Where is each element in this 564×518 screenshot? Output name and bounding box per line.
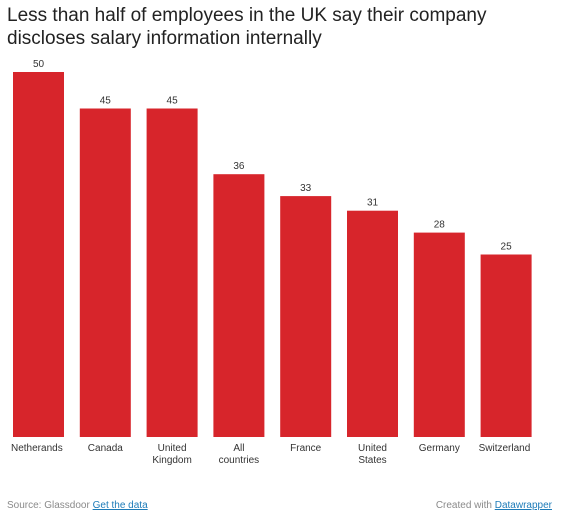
- category-label: All countries: [219, 443, 260, 466]
- value-label: 50: [33, 59, 45, 70]
- bar: [347, 210, 398, 437]
- value-label: 36: [233, 161, 245, 172]
- datawrapper-link[interactable]: Datawrapper: [494, 500, 552, 511]
- created-with: Created with Datawrapper: [436, 500, 552, 511]
- source-label: Source: Glassdoor: [7, 500, 90, 511]
- category-label: United Kingdom: [152, 443, 191, 466]
- bar: [413, 232, 465, 437]
- value-label: 45: [167, 96, 179, 107]
- value-labels-group: 50 45 45 36 33 31 28 25: [33, 59, 512, 253]
- bar: [480, 254, 532, 437]
- category-label: United States: [358, 443, 387, 466]
- bar: [213, 174, 265, 437]
- value-label: 31: [367, 198, 379, 209]
- chart-title: Less than half of employees in the UK sa…: [7, 5, 487, 49]
- category-label: Canada: [88, 443, 123, 454]
- value-label: 45: [100, 96, 112, 107]
- category-label: Germany: [419, 443, 460, 454]
- bars-group: [13, 72, 532, 437]
- category-labels-group: Netherands Canada United Kingdom All countrie…: [11, 443, 530, 466]
- bar: [280, 196, 332, 437]
- bar: [79, 108, 131, 437]
- bar: [13, 72, 64, 437]
- value-label: 28: [434, 220, 446, 231]
- created-label: Created with: [435, 500, 492, 511]
- get-data-link[interactable]: Get the data: [92, 500, 148, 511]
- category-label: Netherands: [11, 443, 63, 454]
- value-label: 33: [300, 183, 312, 194]
- value-label: 25: [501, 242, 513, 253]
- source-credit: Source: Glassdoor Get the data: [7, 500, 148, 511]
- category-label: France: [290, 443, 322, 454]
- bar: [146, 108, 198, 437]
- bar-chart: 50 45 45 36 33 31 28 25 Netherands Canada United K…: [11, 59, 532, 466]
- category-label: Switzerland: [479, 443, 531, 454]
